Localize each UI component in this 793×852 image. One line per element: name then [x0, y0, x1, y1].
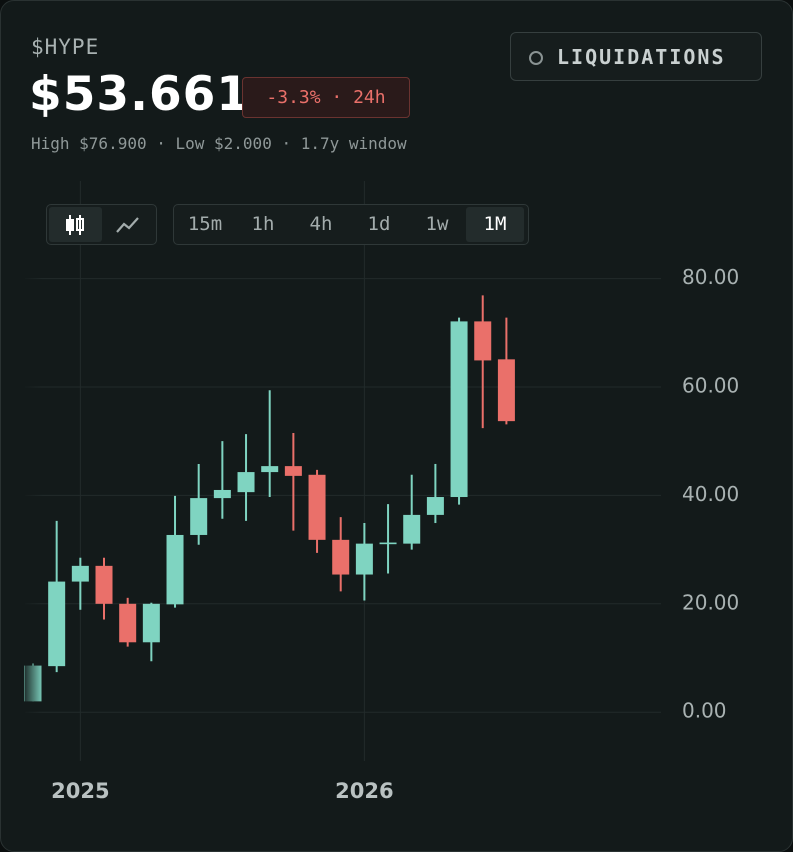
candle-body	[261, 466, 279, 473]
candle-body	[379, 542, 397, 545]
candle-body	[48, 581, 66, 667]
y-tick-label: 60.00	[682, 373, 739, 397]
candle-body	[474, 321, 492, 361]
candle-body	[403, 514, 421, 544]
candle-body	[284, 466, 302, 476]
interval-button[interactable]: 4h	[309, 213, 333, 235]
line-type-button[interactable]	[102, 207, 155, 242]
price: $53.661	[29, 67, 251, 122]
edge-fade	[25, 181, 43, 761]
x-tick-label: 2026	[335, 779, 393, 803]
interval-button[interactable]: 1M	[466, 207, 524, 242]
liquidations-button[interactable]: LIQUIDATIONS	[510, 32, 762, 81]
symbol: $HYPE	[31, 35, 100, 59]
candle-body	[119, 603, 137, 643]
candle-body	[237, 472, 255, 493]
y-tick-label: 0.00	[682, 699, 727, 723]
change-badge: -3.3% · 24h	[242, 77, 410, 118]
interval-group: 15m 1h 4h 1d 1w 1M	[173, 204, 529, 245]
interval-button[interactable]: 1w	[425, 213, 449, 235]
candle-body	[166, 534, 184, 605]
candle-body	[308, 474, 326, 540]
candle-body	[190, 498, 208, 535]
candle-body	[71, 565, 89, 582]
candle-body	[426, 497, 444, 515]
interval-button[interactable]: 1h	[251, 213, 275, 235]
candle-body	[95, 565, 113, 604]
candle-body	[450, 321, 468, 498]
candle-icon	[66, 215, 85, 235]
line-icon	[115, 217, 139, 233]
y-tick-label: 20.00	[682, 590, 739, 614]
y-tick-label: 80.00	[682, 265, 739, 289]
candle-body	[332, 539, 350, 575]
interval-button[interactable]: 1d	[367, 213, 391, 235]
x-tick-label: 2025	[51, 779, 109, 803]
candle-body	[497, 359, 515, 422]
y-tick-label: 40.00	[682, 482, 739, 506]
interval-button[interactable]: 15m	[187, 213, 223, 235]
candle-type-button[interactable]	[49, 207, 102, 242]
candle-body	[213, 489, 231, 499]
chart-type-toggle	[46, 204, 157, 245]
candle-body	[355, 543, 373, 575]
stats: High $76.900 · Low $2.000 · 1.7y window	[31, 134, 407, 153]
candle-body	[142, 603, 160, 643]
